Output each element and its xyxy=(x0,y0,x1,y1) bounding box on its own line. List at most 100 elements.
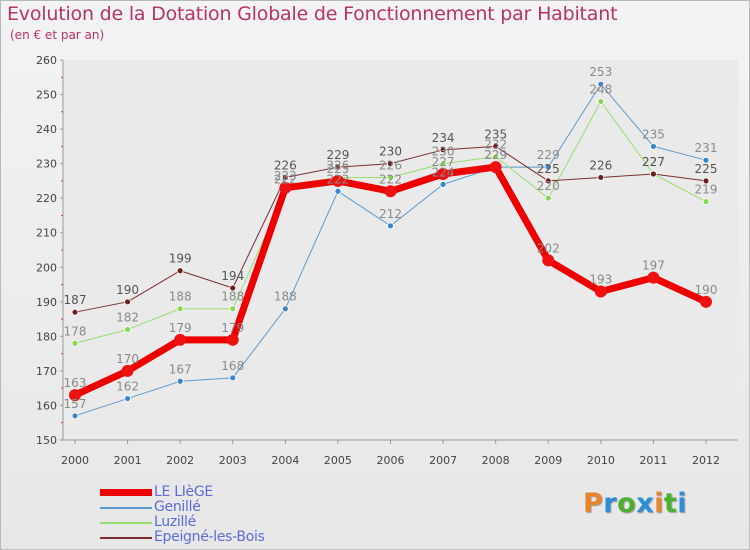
logo-letter: x xyxy=(636,488,655,519)
data-label: 157 xyxy=(64,397,87,411)
x-tick-label: 2005 xyxy=(324,454,352,467)
data-point xyxy=(439,160,447,168)
data-label: 225 xyxy=(537,162,560,176)
data-point xyxy=(71,339,79,347)
data-label: 235 xyxy=(484,127,507,141)
data-point xyxy=(71,412,79,420)
data-label: 193 xyxy=(589,272,612,286)
data-label: 179 xyxy=(169,321,192,335)
data-label: 219 xyxy=(695,183,718,197)
logo-letter: r xyxy=(603,488,618,519)
x-tick-label: 2009 xyxy=(534,454,562,467)
data-label: 229 xyxy=(537,148,560,162)
x-tick-label: 2008 xyxy=(482,454,510,467)
data-point xyxy=(124,395,131,402)
data-point xyxy=(334,187,342,195)
data-point xyxy=(281,174,289,181)
legend-label: Epeigné-les-Bois xyxy=(154,529,265,545)
data-label: 229 xyxy=(484,148,507,162)
data-point xyxy=(121,364,134,377)
data-point xyxy=(650,170,657,178)
legend-swatch xyxy=(100,489,152,496)
chart-subtitle: (en € et par an) xyxy=(10,28,105,42)
data-point xyxy=(544,177,552,185)
data-point xyxy=(650,142,657,150)
data-label: 230 xyxy=(379,145,402,159)
data-point xyxy=(229,284,237,292)
data-label: 212 xyxy=(379,207,402,221)
data-label: 178 xyxy=(64,324,87,338)
data-label: 227 xyxy=(432,155,455,169)
y-tick-label: 210 xyxy=(36,227,57,240)
legend-swatch xyxy=(100,537,152,539)
data-label: 226 xyxy=(379,158,402,172)
data-label: 222 xyxy=(379,172,402,186)
data-point xyxy=(71,308,79,316)
x-tick-label: 2012 xyxy=(692,454,720,467)
x-tick-label: 2011 xyxy=(639,454,667,467)
y-tick-label: 200 xyxy=(36,261,57,274)
data-label: 226 xyxy=(589,158,612,172)
data-label: 232 xyxy=(484,138,507,152)
logo-letter: o xyxy=(617,488,637,519)
data-label: 179 xyxy=(221,321,244,335)
logo-letter: P xyxy=(583,488,604,519)
data-point xyxy=(702,198,710,206)
data-label: 170 xyxy=(116,352,139,366)
data-point xyxy=(544,194,552,202)
y-tick-label: 190 xyxy=(36,296,57,309)
legend-label: Genillé xyxy=(154,499,201,515)
data-point xyxy=(124,326,131,333)
x-tick-label: 2006 xyxy=(377,454,405,467)
logo-letter: i xyxy=(654,488,664,519)
y-tick-label: 240 xyxy=(36,123,57,136)
data-label: 230 xyxy=(432,145,455,159)
y-tick-label: 220 xyxy=(36,192,57,205)
data-point xyxy=(331,174,344,187)
logo-letter: i xyxy=(677,488,688,519)
data-label: 225 xyxy=(326,162,349,176)
data-point xyxy=(174,333,187,346)
data-point xyxy=(544,163,552,171)
data-point xyxy=(176,377,184,385)
data-label: 188 xyxy=(221,290,244,304)
data-label: 229 xyxy=(484,148,507,162)
data-point xyxy=(176,305,184,313)
data-label: 190 xyxy=(695,283,718,297)
data-point xyxy=(124,298,131,306)
data-label: 202 xyxy=(537,241,560,255)
data-label: 222 xyxy=(326,172,349,186)
data-label: 248 xyxy=(589,82,612,96)
data-label: 235 xyxy=(642,127,665,141)
data-label: 194 xyxy=(221,269,244,283)
data-label: 220 xyxy=(537,179,560,193)
data-label: 227 xyxy=(642,155,665,169)
data-label: 188 xyxy=(274,290,297,304)
data-point xyxy=(439,180,447,188)
data-label: 224 xyxy=(432,165,455,179)
data-point xyxy=(384,185,397,198)
data-point xyxy=(69,389,81,402)
legend-label: LE LIèGE xyxy=(154,484,213,500)
data-point xyxy=(176,267,184,275)
data-label: 253 xyxy=(589,65,612,79)
x-tick-label: 2010 xyxy=(587,454,615,467)
data-label: 199 xyxy=(169,252,192,266)
data-label: 197 xyxy=(642,259,665,273)
x-tick-label: 2001 xyxy=(114,454,142,467)
chart-title: Evolution de la Dotation Globale de Fonc… xyxy=(7,3,618,25)
data-point xyxy=(492,153,500,161)
data-point xyxy=(439,146,447,154)
data-point xyxy=(229,305,237,313)
y-tick-label: 230 xyxy=(36,158,57,171)
data-label: 234 xyxy=(432,131,455,145)
legend-swatch xyxy=(100,522,152,524)
legend-swatch xyxy=(100,507,152,509)
data-point xyxy=(492,142,500,150)
data-point xyxy=(387,174,394,181)
data-point xyxy=(702,156,710,164)
data-label: 223 xyxy=(274,169,297,183)
data-label: 190 xyxy=(116,283,139,297)
data-label: 163 xyxy=(64,376,87,390)
